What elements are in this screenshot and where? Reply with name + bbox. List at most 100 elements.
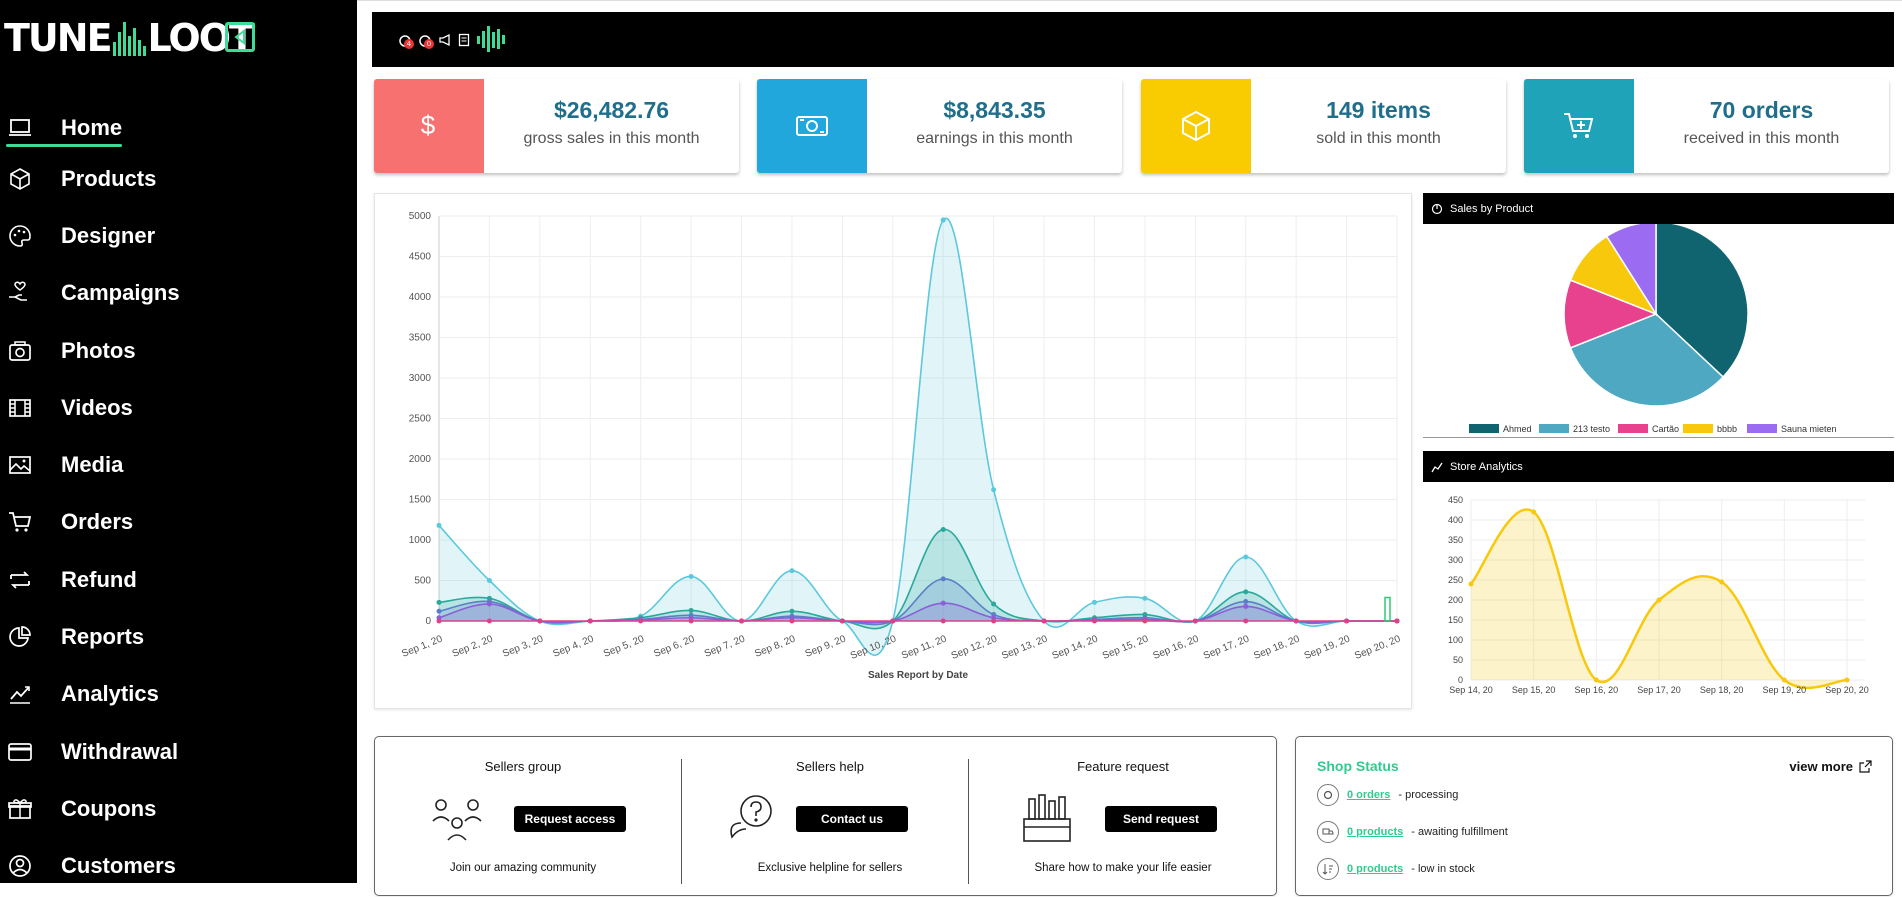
sidebar-item-photos[interactable]: Photos xyxy=(0,322,357,379)
y-tick-label: 2500 xyxy=(409,414,432,425)
data-point xyxy=(890,618,896,624)
sidebar-item-videos[interactable]: Videos xyxy=(0,379,357,436)
hand-heart-icon xyxy=(6,279,34,307)
messages-icon[interactable]: 0 xyxy=(418,34,434,49)
sidebar-item-label: Customers xyxy=(61,853,176,879)
document-icon[interactable] xyxy=(458,32,470,51)
notification-icon[interactable]: 4 xyxy=(398,34,414,49)
data-point xyxy=(789,618,795,624)
truck-icon xyxy=(1317,821,1339,843)
sidebar-item-products[interactable]: Products xyxy=(0,150,357,207)
cart-plus-icon xyxy=(1524,79,1634,173)
data-point xyxy=(1656,597,1662,603)
pie-chart-icon xyxy=(1431,203,1443,214)
data-point xyxy=(1091,599,1097,605)
sidebar-item-designer[interactable]: Designer xyxy=(0,207,357,264)
y-tick-label: 0 xyxy=(425,616,431,627)
data-point xyxy=(1192,618,1198,624)
sidebar-item-coupons[interactable]: Coupons xyxy=(0,780,357,837)
top-divider xyxy=(357,0,1902,6)
x-tick-label: Sep 15, 20 xyxy=(1512,685,1556,695)
megaphone-icon[interactable] xyxy=(438,32,452,51)
awaiting-fulfillment-link[interactable]: 0 products xyxy=(1347,826,1404,838)
sidebar-item-label: Campaigns xyxy=(61,280,180,306)
processing-orders-link[interactable]: 0 orders xyxy=(1347,789,1391,801)
series-area xyxy=(439,578,1397,625)
stat-label: received in this month xyxy=(1683,130,1840,147)
legend-swatch xyxy=(1618,424,1648,433)
divider xyxy=(681,759,682,884)
sidebar-nav: Home Products Designer Campaigns Photos Video… xyxy=(0,106,357,895)
sellers-group-title: Sellers group xyxy=(484,759,562,774)
stat-card: $8,843.35 earnings in this month xyxy=(757,79,1122,173)
logo[interactable]: TUNE LOOT xyxy=(4,14,255,62)
data-point xyxy=(638,618,644,624)
sidebar-item-refund[interactable]: Refund xyxy=(0,551,357,608)
shop-status-row: 0 products - awaiting fulfillment xyxy=(1317,821,1508,843)
x-tick-label: Sep 12, 20 xyxy=(950,633,999,661)
sidebar-item-media[interactable]: Media xyxy=(0,436,357,493)
sidebar-item-campaigns[interactable]: Campaigns xyxy=(0,265,357,322)
y-tick-label: 1500 xyxy=(409,495,432,506)
data-point xyxy=(436,608,442,614)
y-tick-label: 350 xyxy=(1448,535,1463,545)
data-point xyxy=(1344,618,1350,624)
contact-us-button[interactable]: Contact us xyxy=(796,806,908,832)
sellers-group-desc: Join our amazing community xyxy=(449,862,597,874)
sidebar-item-home[interactable]: Home xyxy=(0,106,357,150)
pie-chart-icon xyxy=(6,623,34,651)
credit-card-icon xyxy=(6,738,34,766)
stat-value: $26,482.76 xyxy=(553,97,670,123)
data-point xyxy=(739,618,745,624)
y-tick-label: 500 xyxy=(414,576,431,587)
community-card: Sellers group Request access Join our am… xyxy=(374,736,1277,896)
low-stock-link[interactable]: 0 products xyxy=(1347,863,1404,875)
shop-status-card: Shop Status view more 0 orders - process… xyxy=(1295,736,1893,896)
data-point xyxy=(1243,554,1249,560)
sidebar-item-withdrawal[interactable]: Withdrawal xyxy=(0,723,357,780)
data-point xyxy=(436,522,442,528)
x-tick-label: Sep 2, 20 xyxy=(451,633,495,659)
legend-label: Sauna mieten xyxy=(1781,424,1837,434)
legend-swatch xyxy=(1469,424,1499,433)
data-point xyxy=(1844,677,1850,683)
audio-wave-icon[interactable] xyxy=(476,26,508,56)
y-tick-label: 5000 xyxy=(409,211,432,222)
stat-value: 149 items xyxy=(1326,97,1431,123)
notification-badge: 4 xyxy=(404,39,414,49)
y-tick-label: 0 xyxy=(1458,675,1463,685)
x-tick-label: Sep 17, 20 xyxy=(1202,633,1251,661)
logo-text-left: TUNE xyxy=(4,16,113,60)
sidebar-item-analytics[interactable]: Analytics xyxy=(0,666,357,723)
data-point xyxy=(991,601,997,607)
feature-request-title: Feature request xyxy=(1077,759,1169,774)
data-point xyxy=(436,599,442,605)
sidebar-item-orders[interactable]: Orders xyxy=(0,494,357,551)
sidebar-item-customers[interactable]: Customers xyxy=(0,838,357,895)
camera-icon xyxy=(6,337,34,365)
palette-icon xyxy=(6,222,34,250)
view-more-link[interactable]: view more xyxy=(1789,759,1872,774)
y-tick-label: 50 xyxy=(1453,655,1463,665)
legend-label: Cartão xyxy=(1652,424,1679,434)
x-tick-label: Sep 18, 20 xyxy=(1252,633,1301,661)
y-tick-label: 300 xyxy=(1448,555,1463,565)
send-request-button[interactable]: Send request xyxy=(1105,806,1217,832)
request-access-button[interactable]: Request access xyxy=(514,806,626,832)
box-icon xyxy=(6,165,34,193)
x-tick-label: Sep 14, 20 xyxy=(1051,633,1100,661)
y-tick-label: 2000 xyxy=(409,454,432,465)
legend-label: Ahmed xyxy=(1503,424,1532,434)
x-tick-label: Sep 19, 20 xyxy=(1763,685,1807,695)
x-tick-label: Sep 6, 20 xyxy=(652,633,696,659)
stat-card: 70 orders received in this month xyxy=(1524,79,1889,173)
sellers-help-title: Sellers help xyxy=(796,759,864,774)
y-tick-label: 450 xyxy=(1448,495,1463,505)
x-tick-label: Sep 20, 20 xyxy=(1353,633,1402,661)
stat-label: earnings in this month xyxy=(916,130,1073,147)
divider xyxy=(968,759,969,884)
collapse-sidebar-button[interactable] xyxy=(225,22,255,52)
x-tick-label: Sep 8, 20 xyxy=(753,633,797,659)
toolbox-icon xyxy=(1023,794,1071,842)
sidebar-item-reports[interactable]: Reports xyxy=(0,608,357,665)
